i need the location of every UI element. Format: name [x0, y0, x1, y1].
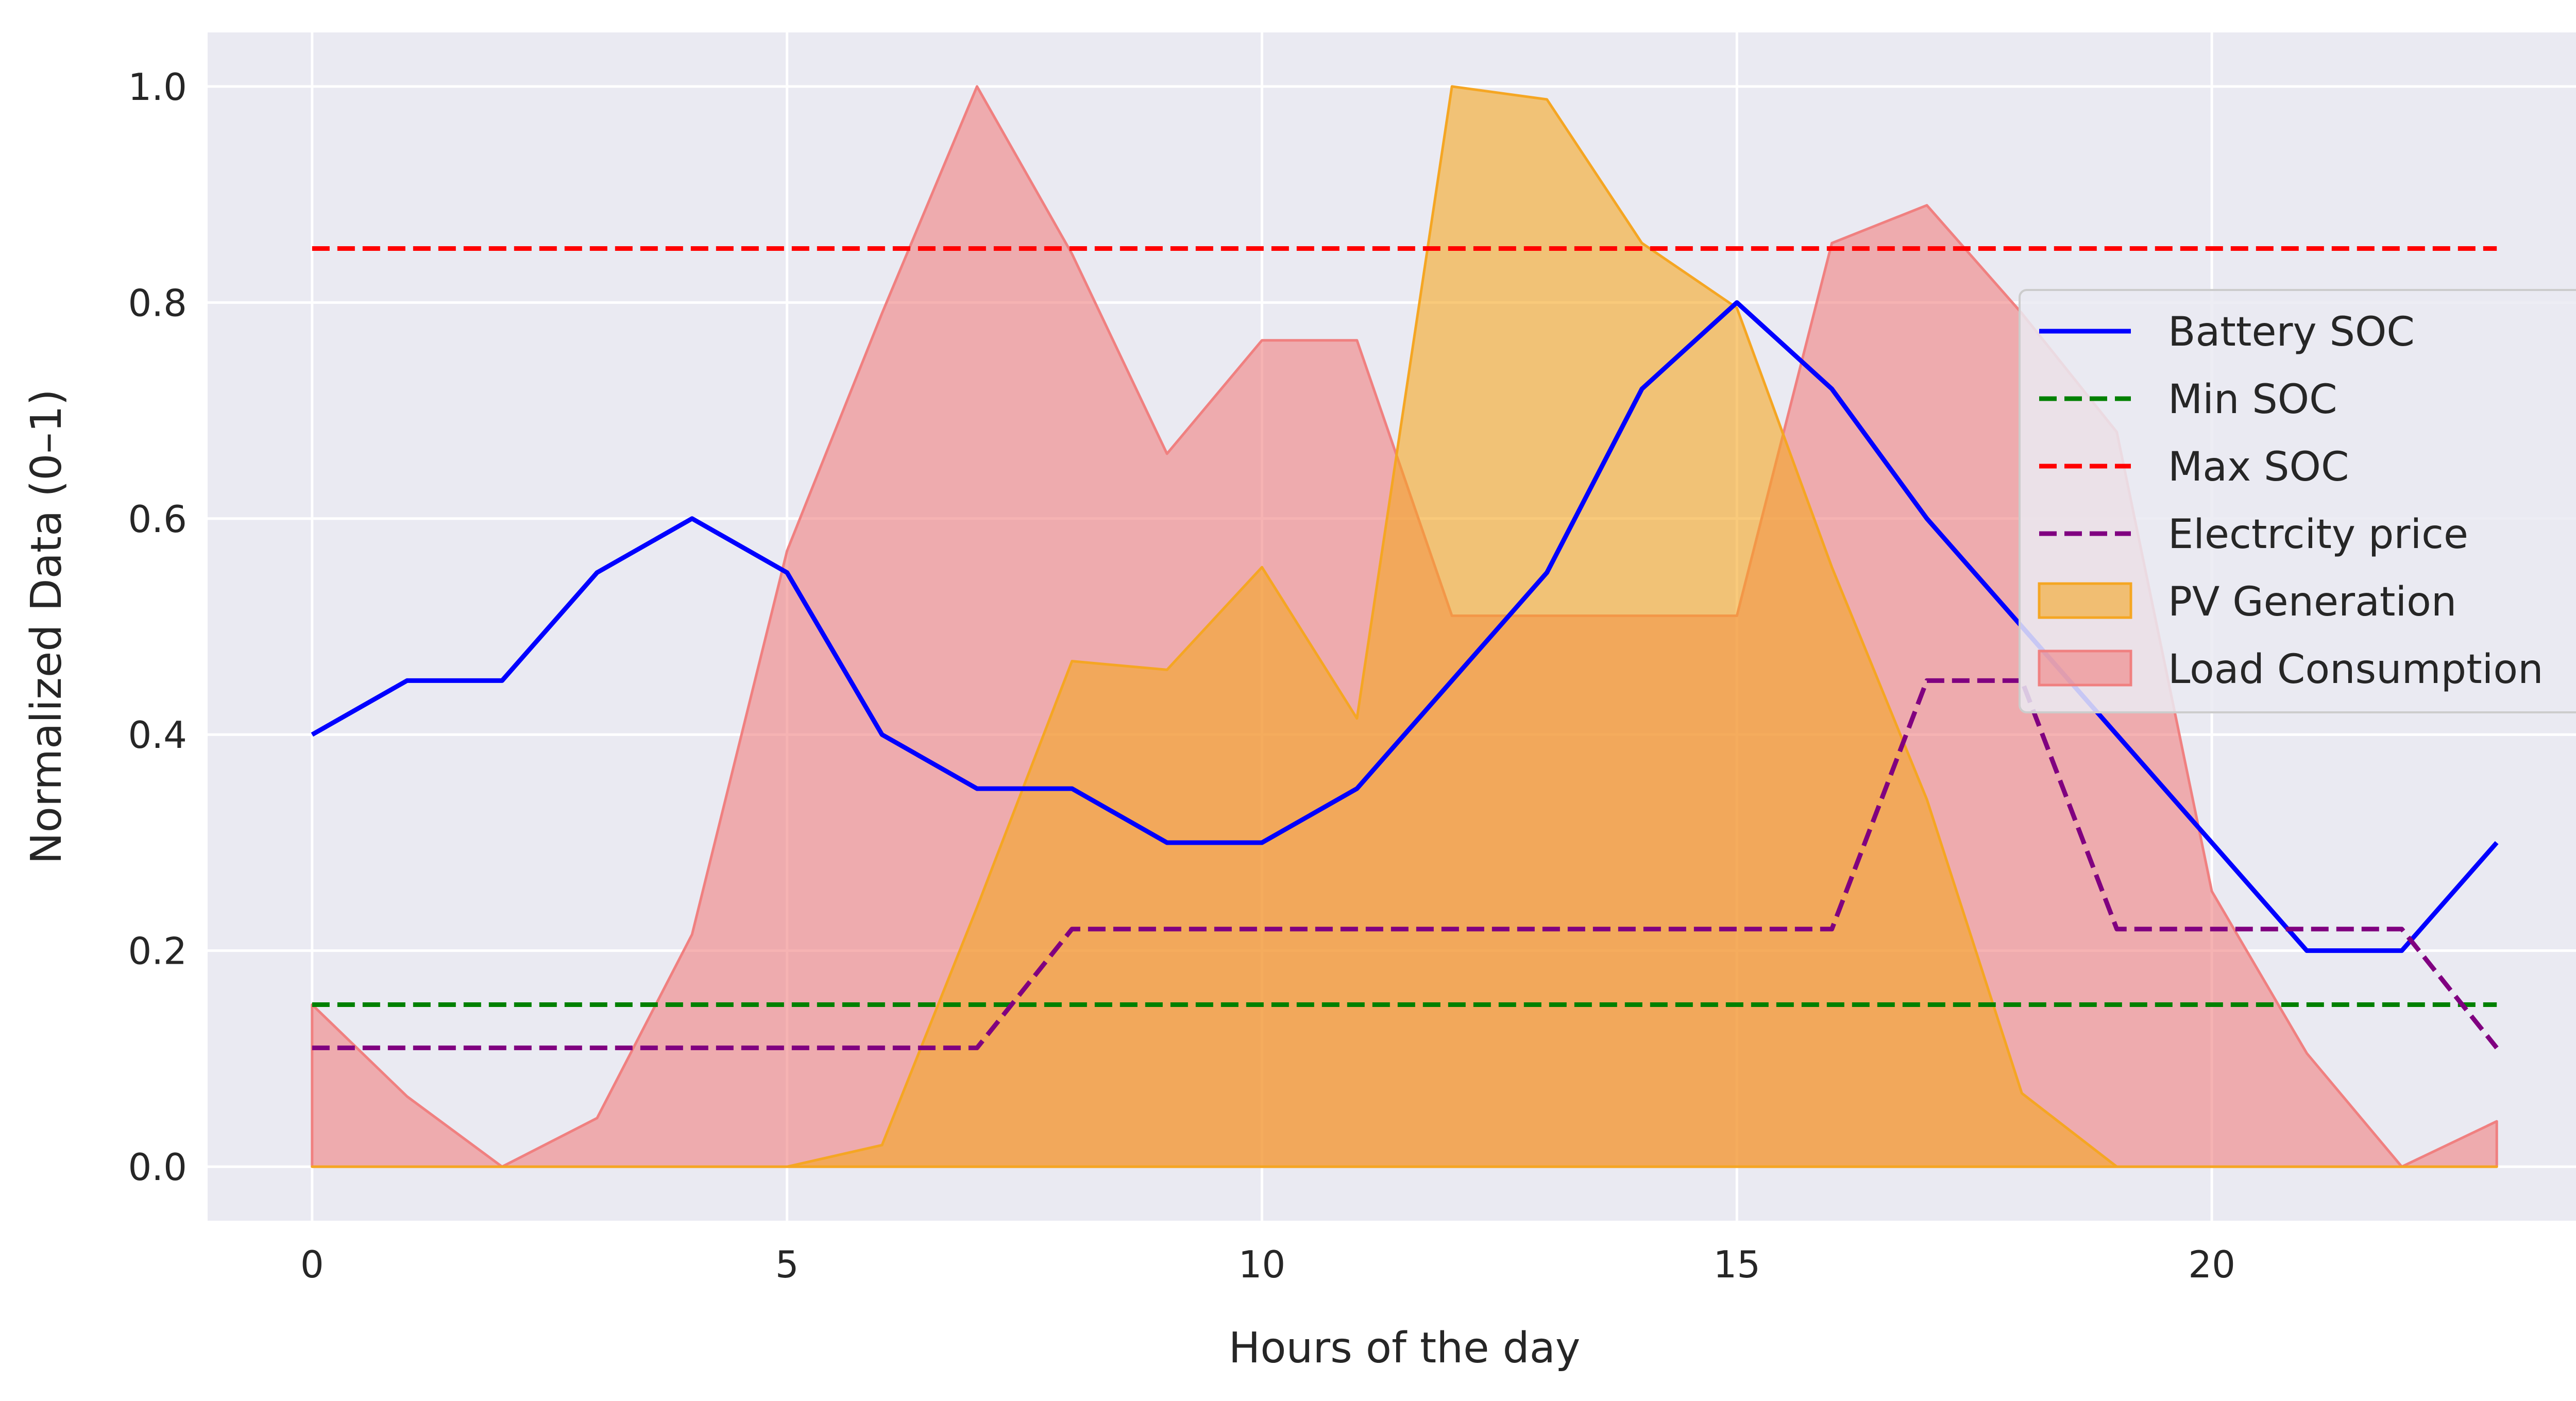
x-tick-label: 20 [2188, 1243, 2235, 1286]
legend-item-load-consumption-swatch [2038, 650, 2132, 687]
x-tick-label: 0 [300, 1243, 324, 1286]
legend-item-electrcity-price-label: Electrcity price [2168, 511, 2468, 558]
x-tick-label: 5 [775, 1243, 799, 1286]
y-tick-label: 0.0 [128, 1146, 187, 1189]
tick-labels: 0 5 10 15 20 0.0 0.2 0.4 0.6 0.8 1.0 [128, 65, 2235, 1286]
y-tick-label: 0.4 [128, 713, 187, 757]
legend-item-max-soc: Max SOC [2039, 444, 2349, 490]
legend-item-load-consumption: Load Consumption [2038, 646, 2544, 693]
legend-item-min-soc-label: Min SOC [2168, 377, 2337, 423]
y-axis-title: Normalized Data (0–1) [22, 389, 71, 864]
y-tick-label: 0.6 [128, 498, 187, 541]
legend-item-battery-soc: Battery SOC [2039, 309, 2415, 355]
legend-item-electrcity-price: Electrcity price [2039, 511, 2468, 558]
legend-item-pv-generation-label: PV Generation [2168, 579, 2456, 625]
line-electrcity-price [312, 678, 2499, 1050]
legend: Battery SOC Min SOC Max SOC Electrcity pric… [2019, 289, 2576, 713]
legend-item-pv-generation: PV Generation [2038, 579, 2456, 625]
x-tick-label: 10 [1239, 1243, 1286, 1286]
line-battery-soc [311, 300, 2499, 953]
legend-box [2019, 289, 2576, 713]
legend-item-pv-generation-swatch [2038, 582, 2132, 619]
legend-item-load-consumption-label: Load Consumption [2168, 646, 2544, 693]
area-pv-generation [311, 85, 2498, 1168]
legend-item-battery-soc-label: Battery SOC [2168, 309, 2415, 355]
area-series [311, 85, 2498, 1168]
x-tick-label: 15 [1713, 1243, 1760, 1286]
y-tick-label: 1.0 [128, 65, 187, 109]
y-tick-label: 0.8 [128, 281, 187, 324]
legend-item-max-soc-label: Max SOC [2168, 444, 2349, 490]
x-axis-title: Hours of the day [1229, 1324, 1581, 1373]
y-tick-label: 0.2 [128, 930, 187, 973]
line-series [311, 246, 2499, 1050]
legend-item-min-soc: Min SOC [2039, 377, 2337, 423]
